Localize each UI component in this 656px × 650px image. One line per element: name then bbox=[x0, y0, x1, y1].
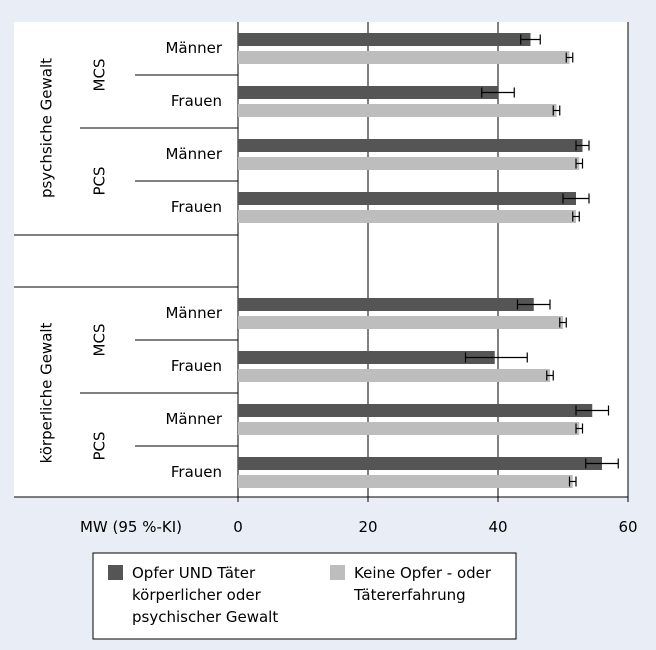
row-label: Männer bbox=[165, 410, 222, 428]
legend-swatch bbox=[108, 565, 123, 580]
bar bbox=[238, 475, 573, 488]
row-label: Männer bbox=[165, 145, 222, 163]
bar bbox=[238, 422, 580, 435]
subgroup-label: PCS bbox=[91, 166, 109, 195]
bar bbox=[238, 104, 557, 117]
subgroup-label: MCS bbox=[91, 59, 109, 92]
bar bbox=[238, 210, 576, 223]
legend-entry-line: psychischer Gewalt bbox=[132, 608, 278, 626]
plot-area bbox=[14, 22, 628, 497]
legend bbox=[92, 552, 517, 640]
group-label: psychsiche Gewalt bbox=[38, 58, 56, 198]
bar bbox=[238, 404, 593, 417]
group-label: körperliche Gewalt bbox=[38, 322, 56, 463]
legend-entry: Keine Opfer - oder Tätererfahrung bbox=[353, 564, 492, 604]
legend-entry-line: Tätererfahrung bbox=[353, 586, 466, 604]
legend-swatch bbox=[330, 565, 345, 580]
x-axis-label: MW (95 %-KI) bbox=[80, 518, 182, 536]
subgroup-label: MCS bbox=[91, 324, 109, 357]
bar bbox=[238, 316, 563, 329]
x-tick-label: 20 bbox=[358, 518, 377, 536]
bar bbox=[238, 51, 570, 64]
x-tick-label: 0 bbox=[233, 518, 243, 536]
row-label: Frauen bbox=[171, 198, 222, 216]
bar bbox=[238, 369, 550, 382]
x-tick-label: 40 bbox=[488, 518, 507, 536]
bar bbox=[238, 86, 498, 99]
legend-entry-line: Keine Opfer - oder bbox=[354, 564, 492, 582]
legend-entry-line: Opfer UND Täter bbox=[132, 564, 256, 582]
row-label: Frauen bbox=[171, 357, 222, 375]
bar bbox=[238, 192, 576, 205]
row-label: Männer bbox=[165, 39, 222, 57]
subgroup-label: PCS bbox=[91, 431, 109, 460]
row-label: Frauen bbox=[171, 92, 222, 110]
bar bbox=[238, 298, 534, 311]
row-label: Männer bbox=[165, 304, 222, 322]
bar bbox=[238, 157, 580, 170]
bar bbox=[238, 351, 495, 364]
bar bbox=[238, 33, 531, 46]
x-tick-label: 60 bbox=[618, 518, 637, 536]
row-label: Frauen bbox=[171, 463, 222, 481]
legend-entry: Opfer UND Täter körperlicher oder psychisc… bbox=[132, 564, 278, 626]
bar bbox=[238, 139, 583, 152]
legend-entry-line: körperlicher oder bbox=[132, 586, 262, 604]
bar bbox=[238, 457, 602, 470]
